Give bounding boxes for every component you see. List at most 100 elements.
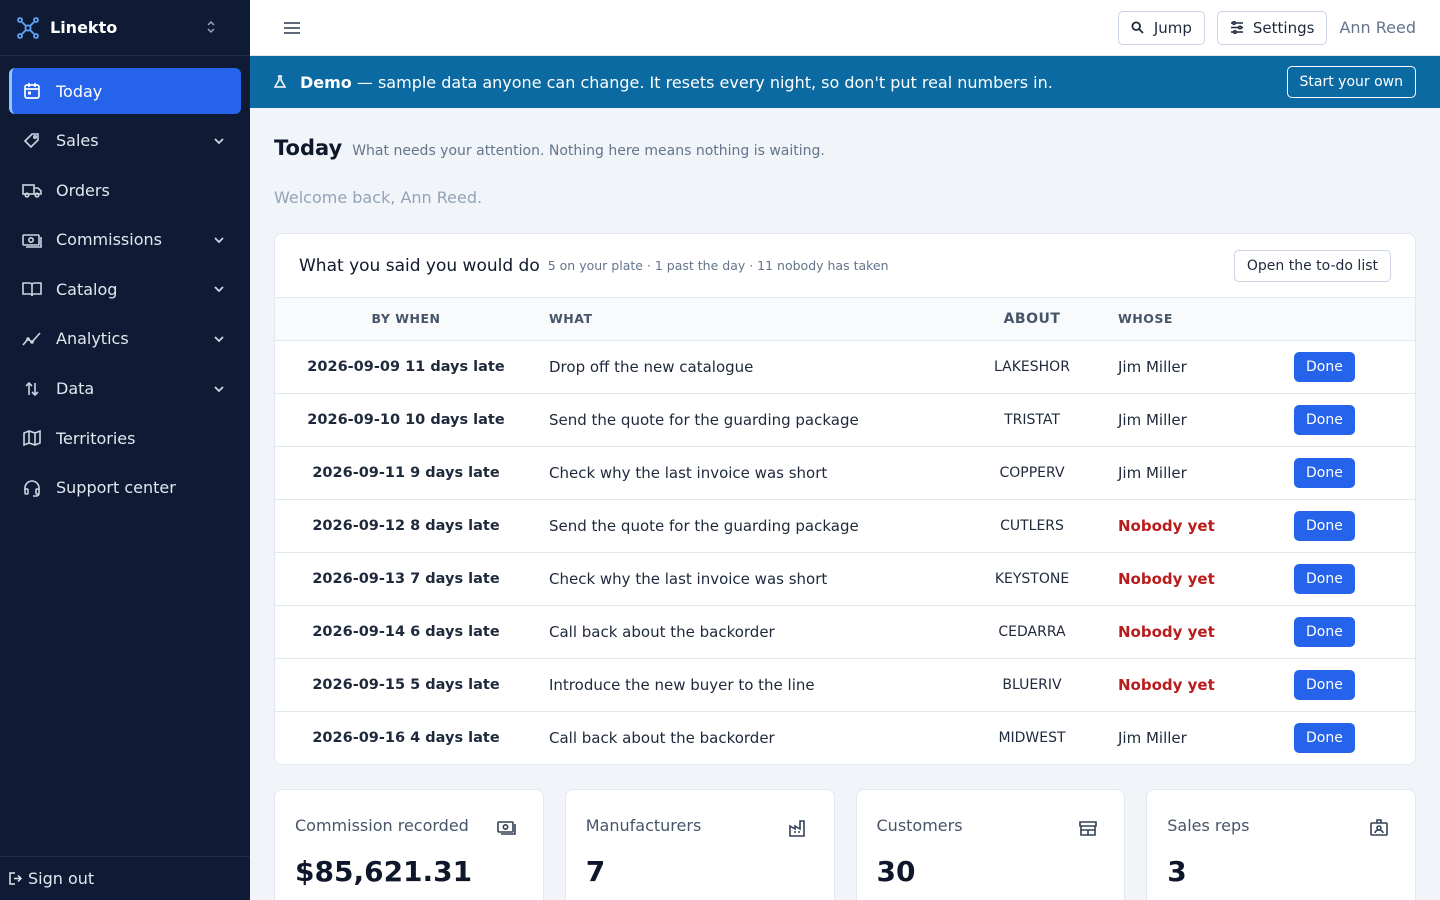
demo-label: Demo — [300, 72, 352, 92]
column-header-what[interactable]: WHAT — [537, 298, 957, 341]
cell-about[interactable]: KEYSTONE — [957, 552, 1107, 606]
cell-action: Done — [1287, 605, 1415, 659]
stat-value: $85,621.31 — [295, 855, 473, 888]
cell-by-when: 2026-09-13 7 days late — [275, 552, 537, 606]
cell-what: Introduce the new buyer to the line — [537, 658, 957, 712]
sidebar-nav: Today Sales Orders Commissions — [0, 56, 250, 511]
chevron-down-icon — [212, 382, 226, 396]
page-subtitle: What needs your attention. Nothing here … — [352, 143, 825, 159]
table-row: 2026-09-12 8 days late Send the quote for… — [275, 499, 1415, 553]
demo-message: Demo — sample data anyone can change. It… — [300, 73, 1287, 92]
sign-out-link[interactable]: Sign out — [0, 856, 250, 900]
sidebar-item-orders[interactable]: Orders — [9, 167, 241, 213]
table-header-row: BY WHEN WHAT ABOUT WHOSE — [275, 298, 1415, 341]
stat-card-manufacturers[interactable]: Manufacturers 7 — [564, 789, 835, 900]
jump-button[interactable]: Jump — [1117, 10, 1205, 45]
menu-icon[interactable] — [280, 16, 304, 40]
sidebar-item-commissions[interactable]: Commissions — [9, 217, 241, 263]
chevron-down-icon — [212, 233, 226, 247]
stat-card-customers[interactable]: Customers 30 — [855, 789, 1126, 900]
cell-by-when: 2026-09-10 10 days late — [275, 393, 537, 447]
main-content: Today What needs your attention. Nothing… — [274, 108, 1416, 900]
cell-action: Done — [1287, 340, 1415, 394]
sidebar-item-support-center[interactable]: Support center — [9, 465, 241, 511]
cell-what: Send the quote for the guarding package — [537, 393, 957, 447]
sidebar-item-label: Catalog — [56, 279, 118, 299]
stat-label: Manufacturers — [585, 816, 702, 835]
arrows-updown-icon — [22, 379, 42, 399]
column-header-about[interactable]: ABOUT — [957, 298, 1107, 341]
todo-title: What you said you would do — [299, 255, 540, 276]
todo-table-body: 2026-09-09 11 days late Drop off the new … — [275, 340, 1415, 764]
sidebar-item-label: Orders — [56, 180, 110, 200]
cell-action: Done — [1287, 552, 1415, 606]
done-button[interactable]: Done — [1294, 404, 1355, 435]
logout-icon — [9, 872, 23, 886]
brand-switcher[interactable]: Linekto — [0, 0, 250, 56]
user-name[interactable]: Ann Reed — [1339, 18, 1416, 37]
sidebar-item-label: Data — [56, 379, 95, 399]
done-button[interactable]: Done — [1294, 669, 1355, 700]
cell-about[interactable]: COPPERV — [957, 446, 1107, 500]
sidebar-item-data[interactable]: Data — [9, 366, 241, 412]
sidebar-item-today[interactable]: Today — [9, 68, 241, 114]
cell-what: Send the quote for the guarding package — [537, 499, 957, 553]
cell-about[interactable]: CEDARRA — [957, 605, 1107, 659]
done-button[interactable]: Done — [1294, 722, 1355, 753]
cell-whose: Nobody yet — [1107, 605, 1287, 659]
sidebar-item-label: Sales — [56, 131, 99, 151]
cell-whose: Jim Miller — [1107, 393, 1287, 447]
todo-table: BY WHEN WHAT ABOUT WHOSE 2026-09-09 11 d… — [275, 298, 1415, 764]
done-button[interactable]: Done — [1294, 351, 1355, 382]
sidebar-item-catalog[interactable]: Catalog — [9, 266, 241, 312]
cell-by-when: 2026-09-12 8 days late — [275, 499, 537, 553]
settings-button[interactable]: Settings — [1216, 10, 1328, 45]
cell-whose: Nobody yet — [1107, 658, 1287, 712]
sidebar: Linekto Today Sales Orders — [0, 0, 250, 900]
done-button[interactable]: Done — [1294, 563, 1355, 594]
sidebar-item-analytics[interactable]: Analytics — [9, 316, 241, 362]
stat-card-sales-reps[interactable]: Sales reps 3 — [1146, 789, 1416, 900]
book-icon — [22, 279, 42, 299]
cell-about[interactable]: TRISTAT — [957, 393, 1107, 447]
sign-out-label: Sign out — [28, 869, 95, 888]
cell-about[interactable]: LAKESHOR — [957, 340, 1107, 394]
search-icon — [1131, 21, 1145, 35]
table-row: 2026-09-14 6 days late Call back about th… — [275, 605, 1415, 659]
sidebar-item-label: Territories — [56, 428, 136, 448]
calendar-icon — [22, 81, 42, 101]
chevron-down-icon — [212, 282, 226, 296]
cell-about[interactable]: BLUERIV — [957, 658, 1107, 712]
todo-meta: 5 on your plate · 1 past the day · 11 no… — [547, 258, 889, 273]
start-your-own-button[interactable]: Start your own — [1286, 66, 1416, 98]
cell-what: Check why the last invoice was short — [537, 446, 957, 500]
cell-whose: Jim Miller — [1118, 728, 1187, 747]
chart-line-icon — [22, 329, 42, 349]
sidebar-item-sales[interactable]: Sales — [9, 118, 241, 164]
cell-what: Drop off the new catalogue — [537, 340, 957, 394]
sliders-icon — [1230, 21, 1244, 35]
cell-about[interactable]: MIDWEST — [998, 729, 1066, 746]
column-header-by-when[interactable]: BY WHEN — [275, 298, 537, 341]
demo-text: — sample data anyone can change. It rese… — [351, 72, 1053, 92]
done-button[interactable]: Done — [1294, 510, 1355, 541]
cell-what: Call back about the backorder — [537, 605, 957, 659]
done-button[interactable]: Done — [1294, 457, 1355, 488]
table-row: 2026-09-16 4 days late Call back about th… — [275, 711, 1415, 764]
page-title: Today — [274, 136, 343, 160]
cell-by-when: 2026-09-11 9 days late — [275, 446, 537, 500]
topbar: Jump Settings Ann Reed — [250, 0, 1440, 56]
sidebar-item-territories[interactable]: Territories — [9, 415, 241, 461]
sidebar-item-label: Support center — [56, 478, 176, 498]
column-header-whose[interactable]: WHOSE — [1107, 298, 1287, 341]
app-name: Linekto — [50, 18, 118, 37]
stat-card-commission[interactable]: Commission recorded $85,621.31 — [274, 789, 544, 900]
table-row: 2026-09-15 5 days late Introduce the new … — [275, 658, 1415, 712]
cell-whose: Nobody yet — [1107, 552, 1287, 606]
done-button[interactable]: Done — [1294, 616, 1355, 647]
table-row: 2026-09-11 9 days late Check why the last… — [275, 446, 1415, 500]
cell-about[interactable]: CUTLERS — [957, 499, 1107, 553]
cell-action: Done — [1287, 658, 1415, 712]
welcome-message: Welcome back, Ann Reed. — [274, 188, 483, 207]
open-todo-list-button[interactable]: Open the to-do list — [1233, 249, 1391, 282]
